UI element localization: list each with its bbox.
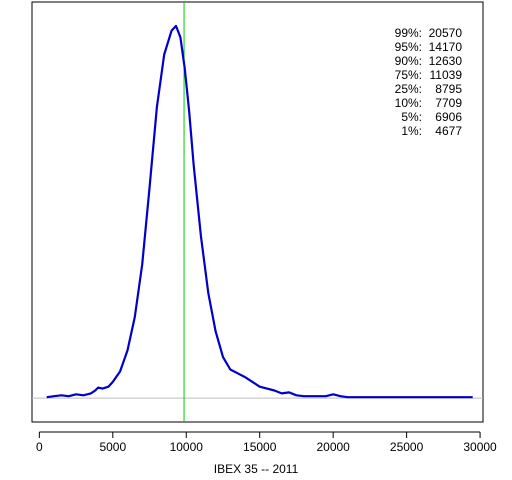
density-point bbox=[266, 388, 268, 390]
density-point bbox=[391, 396, 393, 398]
density-point bbox=[376, 396, 378, 398]
density-point bbox=[450, 396, 452, 398]
density-point bbox=[244, 376, 246, 378]
x-tick-label: 15000 bbox=[243, 440, 277, 454]
x-tick-label: 25000 bbox=[390, 440, 424, 454]
density-point bbox=[251, 381, 253, 383]
density-point bbox=[215, 330, 217, 332]
density-point bbox=[75, 393, 77, 395]
quantile-value: 14170 bbox=[428, 40, 462, 54]
density-point bbox=[420, 396, 422, 398]
density-point bbox=[200, 235, 202, 237]
quantile-value: 12630 bbox=[428, 54, 462, 68]
density-point bbox=[90, 392, 92, 394]
quantile-row: 5%: 6906 bbox=[380, 110, 462, 124]
density-point bbox=[273, 390, 275, 392]
density-point bbox=[325, 395, 327, 397]
x-tick-label: 5000 bbox=[99, 440, 126, 454]
density-point bbox=[179, 36, 181, 38]
x-tick-label: 0 bbox=[36, 440, 43, 454]
quantile-row: 1%: 4677 bbox=[380, 124, 462, 138]
density-point bbox=[107, 386, 109, 388]
density-point bbox=[46, 396, 48, 398]
density-point bbox=[53, 395, 55, 397]
quantile-row: 25%: 8795 bbox=[380, 82, 462, 96]
quantile-value: 11039 bbox=[429, 68, 462, 82]
density-point bbox=[119, 370, 121, 372]
x-tick-label: 30000 bbox=[463, 440, 497, 454]
density-point bbox=[303, 395, 305, 397]
quantile-label: 99%: bbox=[394, 26, 422, 40]
quantile-label: 1%: bbox=[401, 124, 422, 138]
density-point bbox=[317, 395, 319, 397]
quantile-label: 10%: bbox=[394, 96, 422, 110]
density-point bbox=[112, 381, 114, 383]
density-point bbox=[156, 106, 158, 108]
density-point bbox=[406, 396, 408, 398]
density-point bbox=[193, 163, 195, 165]
density-point bbox=[310, 395, 312, 397]
quantile-value: 6906 bbox=[435, 110, 462, 124]
density-point bbox=[435, 396, 437, 398]
density-point bbox=[340, 395, 342, 397]
density-point bbox=[207, 292, 209, 294]
density-point bbox=[188, 111, 190, 113]
quantile-row: 99%: 20570 bbox=[380, 26, 462, 40]
density-point bbox=[68, 395, 70, 397]
density-point bbox=[229, 369, 231, 371]
quantile-row: 10%: 7709 bbox=[380, 96, 462, 110]
density-point bbox=[141, 264, 143, 266]
quantile-label: 5%: bbox=[401, 110, 422, 124]
quantile-row: 95%: 14170 bbox=[380, 40, 462, 54]
density-point bbox=[184, 68, 186, 70]
x-tick-label: 20000 bbox=[316, 440, 350, 454]
quantile-row: 75%: 11039 bbox=[380, 68, 462, 82]
density-point bbox=[175, 25, 177, 27]
density-point bbox=[332, 393, 334, 395]
density-point bbox=[126, 349, 128, 351]
density-point bbox=[288, 391, 290, 393]
plot-frame bbox=[31, 1, 484, 423]
x-axis: 0 5000 10000 15000 20000 25000 30000 bbox=[36, 431, 497, 454]
quantile-label: 90%: bbox=[394, 54, 422, 68]
x-tick-label: 10000 bbox=[170, 440, 204, 454]
density-point bbox=[362, 396, 364, 398]
quantile-value: 7709 bbox=[435, 96, 462, 110]
density-point bbox=[472, 396, 474, 398]
density-line bbox=[46, 24, 473, 399]
density-point bbox=[295, 394, 297, 396]
quantile-label: 25%: bbox=[394, 82, 422, 96]
quantile-table: 99%: 20570 95%: 14170 90%: 12630 75%: 11039 25%:… bbox=[380, 26, 462, 138]
density-point bbox=[259, 386, 261, 388]
density-point bbox=[281, 392, 283, 394]
quantile-value: 8795 bbox=[435, 82, 462, 96]
density-point bbox=[94, 390, 96, 392]
density-point bbox=[60, 394, 62, 396]
quantile-label: 95%: bbox=[394, 40, 422, 54]
quantile-value: 4677 bbox=[435, 124, 462, 138]
density-point bbox=[82, 394, 84, 396]
quantile-value: 20570 bbox=[428, 26, 462, 40]
quantile-label: 75%: bbox=[394, 68, 422, 82]
density-point bbox=[102, 388, 104, 390]
x-axis-label: IBEX 35 -- 2011 bbox=[213, 462, 299, 476]
density-point bbox=[149, 187, 151, 189]
density-point bbox=[222, 356, 224, 358]
density-point bbox=[97, 387, 99, 389]
density-point bbox=[237, 372, 239, 374]
density-point bbox=[134, 316, 136, 318]
density-point bbox=[171, 30, 173, 32]
density-point bbox=[347, 396, 349, 398]
quantile-row: 90%: 12630 bbox=[380, 54, 462, 68]
density-point bbox=[163, 54, 165, 56]
